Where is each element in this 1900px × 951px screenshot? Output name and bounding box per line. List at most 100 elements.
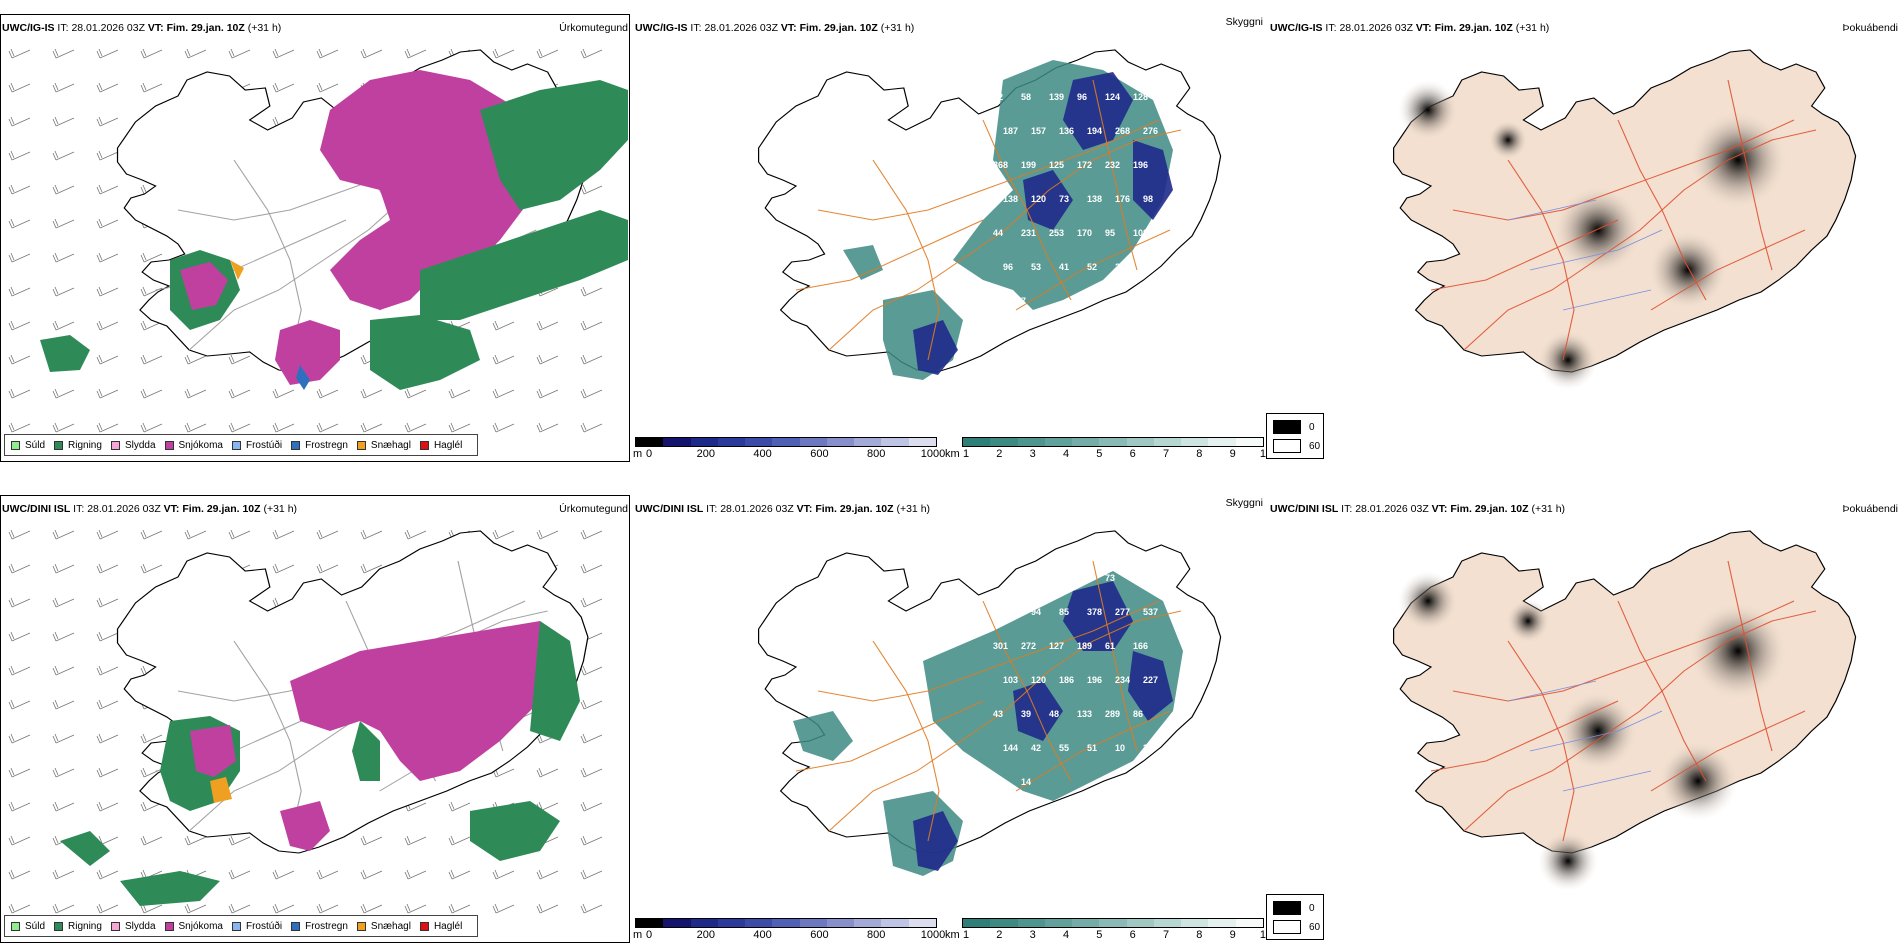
cloudbase-label: 537 xyxy=(1143,607,1158,617)
panel-header: UWC/DINI ISL IT: 28.01.2026 03Z VT: Fim.… xyxy=(2,503,297,515)
cloudbase-label: 72 xyxy=(993,92,1003,102)
colorbar-tick: 2 xyxy=(996,929,1003,941)
panel-header: UWC/DINI ISL IT: 28.01.2026 03Z VT: Fim.… xyxy=(1270,503,1565,515)
cloudbase-label: 51 xyxy=(1087,743,1097,753)
model-name: UWC/IG-IS xyxy=(1270,22,1323,34)
cloudbase-label: 23 xyxy=(1115,262,1125,272)
precip-legend-item: Slydda xyxy=(110,920,156,932)
colorbar-tick: 200 xyxy=(696,929,715,941)
cloudbase-label: 96 xyxy=(1003,262,1013,272)
fog-legend-item: 0 xyxy=(1273,901,1315,915)
fog-legend: 0 60 xyxy=(1266,894,1324,940)
colorbar-cell xyxy=(1017,438,1045,446)
it-label: IT: xyxy=(73,503,85,515)
cloudbase-label: 231 xyxy=(1021,228,1036,238)
colorbar-cell xyxy=(826,919,855,927)
cloudbase-label: 227 xyxy=(1143,675,1158,685)
cloudbase-colorbar xyxy=(635,437,937,447)
vt-label: VT: xyxy=(780,22,797,34)
colorbar-cell xyxy=(1126,919,1154,927)
fog-area xyxy=(1648,230,1728,310)
precip-legend-label: Haglél xyxy=(433,920,463,932)
colorbar-tick: 800 xyxy=(867,929,886,941)
precip-area xyxy=(275,320,340,385)
precip-legend-item: Frostúði xyxy=(231,440,282,451)
colorbar-tick: 1 xyxy=(962,929,970,941)
cloud-map: 72 58 139 96 124 128 187 157 136 194 268 276 368 199 1… xyxy=(757,49,1222,380)
cloudbase-label: 176 xyxy=(1115,194,1130,204)
vt-value: Fim. 29.jan. 10Z xyxy=(182,503,261,515)
cloudbase-label: 98 xyxy=(1143,194,1153,204)
precip-legend-item: Haglél xyxy=(419,440,462,451)
cloudbase-label: 96 xyxy=(1077,92,1087,102)
colorbar-cell xyxy=(772,438,800,446)
colorbar-cell xyxy=(1099,438,1127,446)
colorbar-cell xyxy=(636,919,664,927)
colorbar-tick: 6 xyxy=(1129,448,1136,460)
precip-area xyxy=(190,725,236,777)
colorbar-cell xyxy=(1126,438,1154,446)
colorbar-tick: 400 xyxy=(753,448,772,460)
cloudbase-area xyxy=(1133,140,1173,220)
cloudbase-label: 120 xyxy=(1031,675,1046,685)
cloudbase-label: 125 xyxy=(1049,160,1064,170)
cloudbase-ticks: 0 200 400 600 800 1000 xyxy=(646,448,945,462)
visibility-area xyxy=(793,711,853,761)
colorbar-tick: 400 xyxy=(753,929,772,941)
it-label: IT: xyxy=(706,503,718,515)
cloudbase-label: 194 xyxy=(1087,126,1102,136)
precip-legend-label: Slydda xyxy=(124,920,156,932)
fog-area xyxy=(1398,571,1458,631)
lead-time: (+31 h) xyxy=(1531,503,1566,515)
colorbar-tick: 800 xyxy=(867,448,886,460)
cloudbase-label: 133 xyxy=(1077,709,1092,719)
colorbar-tick: 2 xyxy=(996,448,1003,460)
cloudbase-label: 85 xyxy=(1059,607,1069,617)
fog-area xyxy=(1688,601,1788,701)
cloudbase-label: 196 xyxy=(1133,160,1148,170)
panel-title: Úrkomutegund xyxy=(559,22,628,34)
precip-legend-item: Snæhagl xyxy=(356,921,411,932)
colorbar-cell xyxy=(1044,919,1073,927)
fog-legend-item: 60 xyxy=(1273,439,1320,453)
precip-area xyxy=(60,831,110,866)
colorbar-cell xyxy=(1235,919,1263,927)
colorbar-cell xyxy=(881,438,909,446)
fog-map xyxy=(1392,530,1857,891)
model-name: UWC/DINI ISL xyxy=(1270,503,1339,515)
model-name: UWC/DINI ISL xyxy=(635,503,704,515)
cloudbase-label: 128 xyxy=(1133,92,1148,102)
cloudbase-area xyxy=(1063,581,1133,651)
it-value: 28.01.2026 03Z xyxy=(71,22,145,34)
precip-swatch xyxy=(231,440,241,450)
colorbar-cell xyxy=(799,438,827,446)
precip-area xyxy=(470,801,560,861)
precip-legend-item: Snjókoma xyxy=(164,440,223,451)
precip-area xyxy=(480,80,628,210)
fog-swatch xyxy=(1273,901,1301,915)
visibility-unit: km xyxy=(945,929,960,941)
colorbar-tick: 4 xyxy=(1062,929,1070,941)
precip-area xyxy=(280,801,330,851)
cloudbase-label: 86 xyxy=(1133,709,1143,719)
vt-value: Fim. 29.jan. 10Z xyxy=(815,503,894,515)
cloudbase-label: 234 xyxy=(1115,675,1130,685)
colorbar-cell xyxy=(1181,438,1209,446)
cloudbase-label: 166 xyxy=(1133,641,1148,651)
cloudbase-unit: m xyxy=(633,448,643,460)
fog-indicator-panel: UWC/IG-IS IT: 28.01.2026 03Z VT: Fim. 29… xyxy=(1268,0,1900,470)
colorbar-cell xyxy=(745,919,773,927)
lead-time: (+31 h) xyxy=(896,503,931,515)
colorbar-cell xyxy=(1044,438,1073,446)
visibility-area xyxy=(843,245,883,280)
cloudbase-label: 138 xyxy=(1003,194,1018,204)
precip-swatch xyxy=(164,440,174,450)
vt-label: VT: xyxy=(163,503,180,515)
vt-label: VT: xyxy=(1415,22,1432,34)
cloudbase-label: 120 xyxy=(1031,194,1046,204)
cloudbase-label: 95 xyxy=(1105,228,1115,238)
cloudbase-label: 60 xyxy=(1021,573,1031,583)
cloudbase-label: 79 xyxy=(993,573,1003,583)
precip-legend-item: Frostregn xyxy=(291,440,348,451)
cloudbase-label: 289 xyxy=(1105,709,1120,719)
